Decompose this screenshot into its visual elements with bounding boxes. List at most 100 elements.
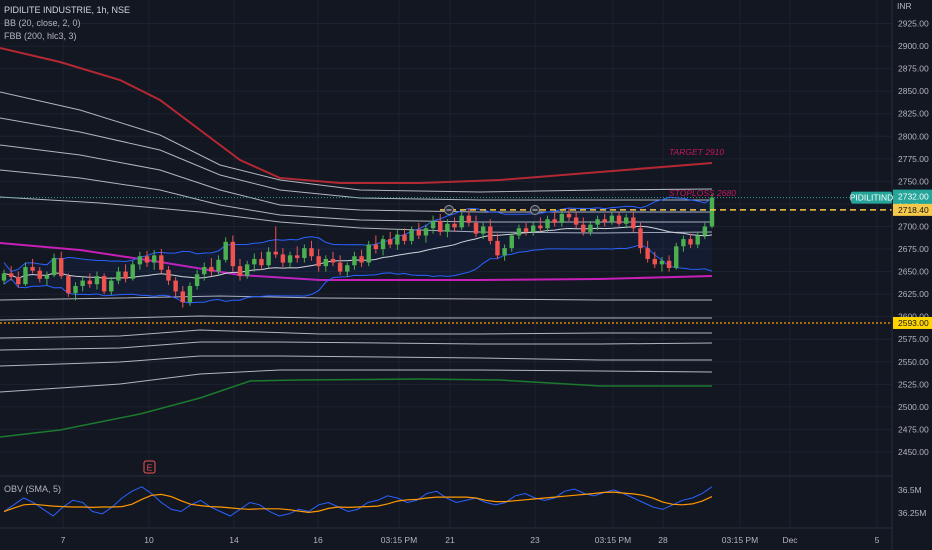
price-tick-label: 2650.00 [898,267,929,277]
candle-body [545,219,550,229]
candle-body [302,248,307,259]
candle-body [30,267,35,271]
level-lower-tag [893,316,932,329]
candle-body [573,217,579,225]
stoploss-label: STOPLOSS 2680 [669,188,736,198]
candle-body [1,273,7,281]
price-tick-label: 2600.00 [898,312,929,322]
candle-body [595,219,600,225]
symbol-title[interactable]: PIDILITE INDUSTRIE, 1h, NSE [4,5,131,15]
fbb-gray-band [0,315,712,321]
candle-body [116,271,121,281]
candle-body [130,264,135,279]
candle-body [330,258,336,263]
candle-body [409,230,414,241]
candle-body [674,246,679,268]
obv-legend[interactable]: OBV (SMA, 5) [4,484,62,494]
candle-body [588,224,593,232]
candle-body [209,267,214,272]
price-tick-label: 2500.00 [898,402,929,412]
price-tick-label: 2450.00 [898,447,929,457]
candle-body [244,264,250,277]
time-tick-label: 03:15 PM [722,535,758,545]
candle-body [23,267,28,285]
time-tick-label: 03:15 PM [595,535,631,545]
price-axis-bg [892,0,932,550]
price-tick-label: 2525.00 [898,379,929,389]
fbb-gray-band [0,369,713,393]
fbb-gray-band [0,196,713,234]
candle-body [638,228,643,249]
candle-body [123,271,128,279]
target-label: TARGET 2910 [669,147,724,157]
fbb-gray-band [0,355,712,367]
candle-body [688,239,693,245]
candle-body [452,223,457,228]
candle-body [230,241,236,267]
candle-body [294,255,300,259]
price-tick-label: 2825.00 [898,109,929,119]
candle-body [602,219,607,222]
price-tick-label: 2750.00 [898,176,929,186]
candle-body [323,258,329,267]
candle-body [223,241,228,260]
candle-body [659,260,665,265]
price-tick-label: 2625.00 [898,289,929,299]
candle-body [151,255,157,263]
candle-body [616,215,622,224]
candle-body [159,255,164,270]
candle-body [66,276,71,294]
bb-legend[interactable]: BB (20, close, 2, 0) [4,18,81,28]
level-upper-tag [893,203,932,216]
price-tick-label: 2550.00 [898,357,929,367]
fbb-gray-band [0,341,713,351]
time-tick-label: 23 [530,535,540,545]
candle-body [237,266,243,277]
candle-body [259,258,264,266]
candle-body [423,228,429,236]
candle-body [709,197,715,227]
time-tick-label: 03:15 PM [381,535,417,545]
bb-basis [3,225,713,279]
fbb-upper-band [0,47,713,184]
fbb-gray-band [0,91,713,193]
time-tick-label: 10 [144,535,154,545]
price-tick-label: 2475.00 [898,424,929,434]
last-price-label: 2732.00 [898,192,929,202]
candle-body [252,258,257,265]
price-tick-label: 2875.00 [898,64,929,74]
candle-body [509,235,514,249]
candle-body [609,215,615,222]
price-tick-label: 2800.00 [898,131,929,141]
price-tick-label: 2675.00 [898,244,929,254]
price-tick-label: 2900.00 [898,41,929,51]
candle-body [366,244,371,263]
candle-body [502,248,507,256]
candle-body [280,254,286,263]
candle-body [87,280,93,285]
candle-body [352,256,357,266]
obv-pane [3,486,713,517]
price-tick-label: 2850.00 [898,86,929,96]
candle-body [309,248,314,257]
price-levels: TARGET 2910 STOPLOSS 2680 E [0,147,892,474]
candle-body [459,215,464,228]
candle-body [266,251,271,266]
candle-body [681,239,686,247]
candle-body [359,256,364,263]
price-tick-label: 2925.00 [898,19,929,29]
candle-body [416,230,422,236]
candle-body [559,213,565,223]
fbb-legend[interactable]: FBB (200, hlc3, 3) [4,31,77,41]
time-tick-label: 28 [658,535,668,545]
bb-lower [3,244,713,304]
time-tick-label: 7 [61,535,66,545]
candle-body [530,225,536,232]
candle-body [16,276,21,285]
candle-body [8,273,14,277]
candle-body [109,280,114,292]
obv-tick-label: 36.25M [898,508,926,518]
candle-body [202,267,207,275]
